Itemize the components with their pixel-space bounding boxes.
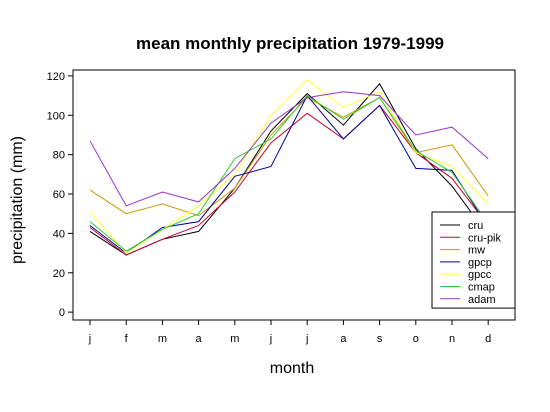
y-tick-label: 80 [53, 150, 65, 162]
x-axis-label: month [270, 360, 314, 377]
x-tick-label: j [88, 333, 91, 345]
x-tick-label: a [196, 333, 203, 345]
y-tick-label: 120 [47, 71, 65, 83]
legend-box [431, 211, 516, 309]
x-tick-label: a [340, 333, 347, 345]
chart-title: mean monthly precipitation 1979-1999 [136, 34, 444, 53]
y-tick-label: 40 [53, 228, 65, 240]
x-tick-label: m [230, 333, 239, 345]
y-tick-label: 100 [47, 110, 65, 122]
x-tick-label: j [305, 333, 308, 345]
x-tick-label: j [269, 333, 272, 345]
y-tick-label: 0 [59, 307, 65, 319]
x-tick-label: n [449, 333, 455, 345]
series-line-adam [89, 91, 489, 207]
legend-label-cru: cru [468, 220, 483, 232]
legend-label-cmap: cmap [468, 282, 495, 294]
x-tick-label: m [158, 333, 167, 345]
y-axis-label: precipitation (mm) [9, 136, 26, 264]
x-tick-label: s [377, 333, 383, 345]
legend-label-gpcc: gpcc [468, 269, 492, 281]
legend-label-mw: mw [468, 245, 485, 257]
x-tick-label: o [413, 333, 419, 345]
plot-frame [72, 69, 516, 321]
series-line-gpcp [89, 94, 489, 254]
series-layer [89, 79, 489, 256]
y-tick-label: 20 [53, 268, 65, 280]
y-tick-label: 60 [53, 189, 65, 201]
series-line-mw [89, 96, 489, 217]
x-tick-label: d [485, 333, 491, 345]
legend-label-cru-pik: cru-pik [468, 232, 502, 244]
legend-label-gpcp: gpcp [468, 257, 492, 269]
series-line-cru-pik [89, 104, 489, 256]
legend-label-adam: adam [468, 294, 496, 306]
series-line-gpcc [89, 79, 489, 254]
y-axis: 0 20 40 60 80 100 120 [47, 71, 73, 319]
series-line-cmap [89, 94, 489, 252]
x-tick-label: f [125, 333, 129, 345]
